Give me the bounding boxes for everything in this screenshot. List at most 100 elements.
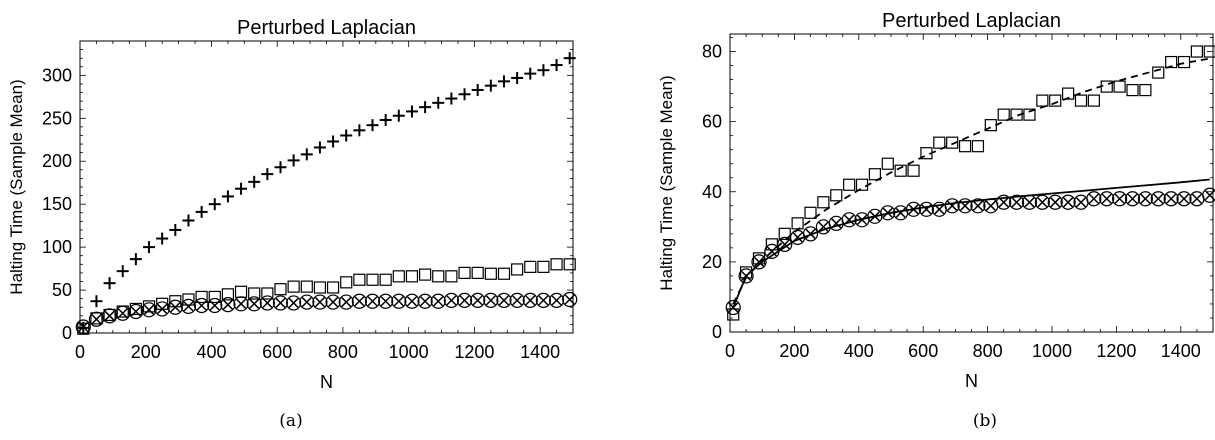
square-marker: [537, 260, 550, 273]
cross-marker: [1050, 197, 1061, 208]
circle-marker: [725, 299, 741, 316]
plus-marker: [195, 205, 208, 218]
plus-marker: [287, 154, 300, 167]
y-tick-label: 80: [702, 42, 722, 62]
circle-marker: [470, 292, 486, 308]
cross-marker: [406, 296, 417, 307]
x-axis-label: N: [965, 371, 978, 391]
circle-marker: [220, 297, 236, 313]
circle-marker: [1099, 191, 1115, 207]
plus-marker: [340, 129, 353, 142]
square-marker: [129, 302, 142, 316]
circle-marker: [1124, 191, 1141, 207]
x-tick-label: 800: [973, 341, 1003, 361]
x-tick-label: 400: [844, 341, 874, 361]
square-marker: [843, 178, 856, 191]
x-tick-label: 200: [131, 342, 161, 362]
cross-marker: [275, 297, 286, 308]
square-marker: [1177, 55, 1191, 69]
plus-marker: [143, 241, 156, 254]
square-marker: [1074, 94, 1088, 107]
circle-marker: [364, 293, 381, 309]
circle-marker: [325, 294, 341, 310]
circle-marker: [404, 293, 420, 309]
square-marker: [868, 168, 881, 181]
square-marker: [1152, 66, 1165, 79]
plus-marker: [235, 182, 248, 195]
circle-marker: [154, 301, 170, 317]
square-marker: [248, 287, 261, 300]
dashed-fit-line: [732, 57, 1210, 305]
cross-marker: [459, 295, 470, 306]
square-marker: [563, 258, 576, 271]
plus-marker: [432, 96, 445, 109]
cross-marker: [367, 296, 378, 307]
x-tick-label: 600: [262, 342, 292, 362]
square-marker: [221, 288, 234, 301]
chart-a-svg: 0 200 400 600 800 1000 1200 1400 0 50 100 150 200 250…: [7, 17, 578, 431]
circle-marker: [548, 292, 565, 308]
plus-marker: [550, 59, 563, 72]
circle-marker: [246, 296, 262, 312]
square-marker: [997, 108, 1010, 121]
square-marker: [1126, 83, 1139, 97]
cross-marker: [972, 200, 983, 211]
circle-marker: [207, 297, 223, 314]
square-marker: [1049, 94, 1062, 107]
cross-marker: [498, 295, 510, 306]
circle-marker: [272, 295, 289, 311]
plus-marker: [524, 67, 537, 80]
x-axis-label: N: [320, 372, 333, 392]
cross-marker: [183, 301, 194, 312]
cross-marker: [420, 296, 431, 307]
cross-marker: [472, 295, 483, 306]
circle-marker: [141, 302, 157, 318]
figure-caption: (b): [973, 411, 997, 431]
cross-marker: [393, 296, 404, 307]
plus-marker: [379, 114, 392, 127]
cross-marker: [538, 295, 549, 306]
square-marker: [274, 283, 287, 296]
cross-marker: [314, 297, 325, 308]
square-marker: [881, 157, 894, 170]
cross-marker: [485, 295, 496, 306]
plus-marker: [392, 109, 405, 122]
y-tick-label: 60: [702, 112, 722, 132]
circle-marker: [128, 303, 144, 320]
plus-marker: [274, 161, 287, 174]
x-tick-label: 400: [196, 342, 226, 362]
chart-b-svg: 0 200 400 600 800 1000 1200 1400 0 20 40 60 80 Pertur…: [657, 10, 1215, 431]
circle-marker: [905, 201, 922, 217]
circle-marker: [443, 292, 459, 308]
square-marker: [971, 140, 985, 153]
plus-marker: [511, 71, 524, 84]
plus-marker: [313, 141, 326, 154]
cross-marker: [1114, 193, 1125, 204]
plus-marker: [248, 175, 261, 188]
circle-marker: [338, 294, 354, 310]
cross-marker: [328, 297, 339, 308]
cross-marker: [196, 300, 207, 311]
x-tick-label: 0: [75, 342, 85, 362]
square-marker: [313, 281, 327, 294]
cross-marker: [288, 297, 299, 308]
square-marker: [445, 270, 458, 283]
square-marker: [287, 280, 300, 293]
circle-marker: [312, 294, 328, 310]
cross-marker: [728, 302, 739, 313]
cross-marker: [1075, 197, 1087, 208]
circle-marker: [194, 297, 210, 314]
y-tick-label: 0: [62, 323, 72, 343]
cross-marker: [1153, 193, 1164, 204]
x-tick-label: 0: [725, 341, 735, 361]
series-circle: [725, 187, 1215, 316]
circle-marker: [351, 293, 367, 309]
circle-marker: [496, 292, 512, 308]
square-marker: [933, 136, 946, 149]
cross-marker: [249, 298, 260, 309]
cross-marker: [170, 302, 181, 313]
circle-marker: [802, 226, 819, 242]
y-axis-label: Halting Time (Sample Mean): [657, 75, 676, 290]
plus-marker: [563, 52, 576, 65]
circle-marker: [456, 292, 473, 308]
